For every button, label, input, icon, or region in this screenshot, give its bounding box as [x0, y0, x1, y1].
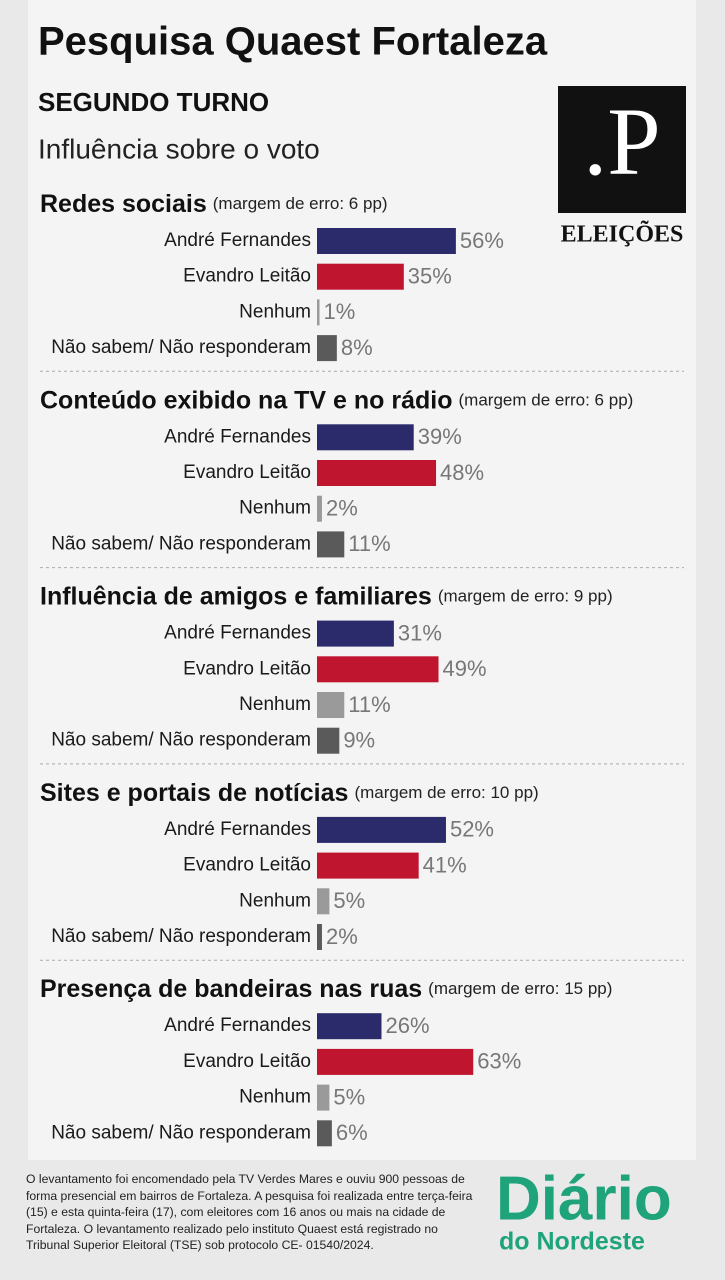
value-label: 2% [326, 924, 358, 949]
value-label: 39% [418, 424, 462, 449]
category-label: Nenhum [239, 1087, 311, 1108]
value-label: 11% [348, 531, 390, 556]
bar [317, 1048, 474, 1075]
bar [317, 263, 404, 290]
value-label: 1% [323, 299, 355, 324]
category-label: Nenhum [239, 694, 311, 715]
value-label: 11% [348, 692, 390, 717]
section-title: Redes sociais (margem de erro: 6 pp) [40, 190, 388, 218]
bar [317, 1120, 332, 1147]
value-label: 56% [460, 228, 504, 253]
bar [317, 1084, 330, 1111]
category-label: Evandro Leitão [183, 1051, 311, 1072]
bar [317, 852, 419, 879]
category-label: Não sabem/ Não responderam [51, 1122, 311, 1143]
bar [317, 816, 446, 843]
value-label: 35% [408, 264, 452, 289]
value-label: 2% [326, 496, 358, 521]
category-label: Nenhum [239, 301, 311, 322]
bar [317, 620, 394, 647]
bar [317, 424, 414, 451]
value-label: 41% [423, 852, 467, 877]
logo-mark: .P [583, 88, 660, 195]
value-label: 8% [341, 335, 373, 360]
category-label: Não sabem/ Não responderam [51, 533, 311, 554]
margin-note: (margem de erro: 15 pp) [428, 980, 612, 999]
value-label: 9% [343, 728, 375, 753]
margin-note: (margem de erro: 10 pp) [354, 783, 538, 802]
margin-note: (margem de erro: 6 pp) [213, 194, 388, 213]
value-label: 5% [333, 888, 365, 913]
section-title-text: Presença de bandeiras nas ruas [40, 975, 422, 1003]
bar [317, 888, 330, 915]
section-title-text: Sites e portais de notícias [40, 779, 348, 807]
section-title-text: Influência de amigos e familiares [40, 582, 432, 610]
category-label: Nenhum [239, 498, 311, 519]
category-label: Nenhum [239, 890, 311, 911]
category-label: Evandro Leitão [183, 658, 311, 679]
category-label: Não sabem/ Não responderam [51, 337, 311, 358]
category-label: André Fernandes [164, 1015, 311, 1036]
bar [317, 1013, 382, 1040]
value-label: 26% [385, 1013, 429, 1038]
section-title: Sites e portais de notícias (margem de er… [40, 779, 539, 807]
bar [317, 335, 337, 362]
section-title: Conteúdo exibido na TV e no rádio (margem… [40, 386, 633, 414]
bar [317, 924, 322, 950]
value-label: 63% [477, 1049, 521, 1074]
value-label: 6% [336, 1120, 368, 1145]
margin-note: (margem de erro: 6 pp) [459, 391, 634, 410]
value-label: 31% [398, 620, 442, 645]
brand-sub: do Nordeste [499, 1228, 645, 1256]
category-label: André Fernandes [164, 623, 311, 644]
title: Pesquisa Quaest Fortaleza [38, 20, 548, 64]
bar [317, 228, 456, 254]
category-label: Evandro Leitão [183, 462, 311, 483]
section-title-text: Conteúdo exibido na TV e no rádio [40, 386, 453, 414]
subtitle: SEGUNDO TURNO [38, 87, 269, 117]
logo-label: ELEIÇÕES [561, 222, 684, 248]
section-title: Presença de bandeiras nas ruas (margem de… [40, 975, 612, 1003]
category-label: André Fernandes [164, 230, 311, 251]
category-label: André Fernandes [164, 819, 311, 840]
bar [317, 460, 437, 486]
category-label: Não sabem/ Não responderam [51, 730, 311, 751]
bar [317, 656, 439, 683]
bar [317, 531, 345, 558]
bar [317, 692, 345, 718]
margin-note: (margem de erro: 9 pp) [438, 587, 613, 606]
value-label: 49% [443, 656, 487, 681]
value-label: 48% [440, 460, 484, 485]
category-label: André Fernandes [164, 426, 311, 447]
brand: Diário [496, 1164, 672, 1233]
bar [317, 299, 320, 326]
category-label: Evandro Leitão [183, 266, 311, 287]
value-label: 52% [450, 817, 494, 842]
category-label: Não sabem/ Não responderam [51, 926, 311, 947]
section-title-text: Redes sociais [40, 190, 207, 218]
bar [317, 495, 322, 522]
category-label: Evandro Leitão [183, 855, 311, 876]
section-title: Influência de amigos e familiares (margem… [40, 582, 613, 610]
logo-box [558, 86, 686, 213]
description: Influência sobre o voto [38, 133, 320, 164]
bar [317, 727, 340, 754]
footer-text: O levantamento foi encomendado pela TV V… [26, 1172, 473, 1253]
value-label: 5% [333, 1084, 365, 1109]
